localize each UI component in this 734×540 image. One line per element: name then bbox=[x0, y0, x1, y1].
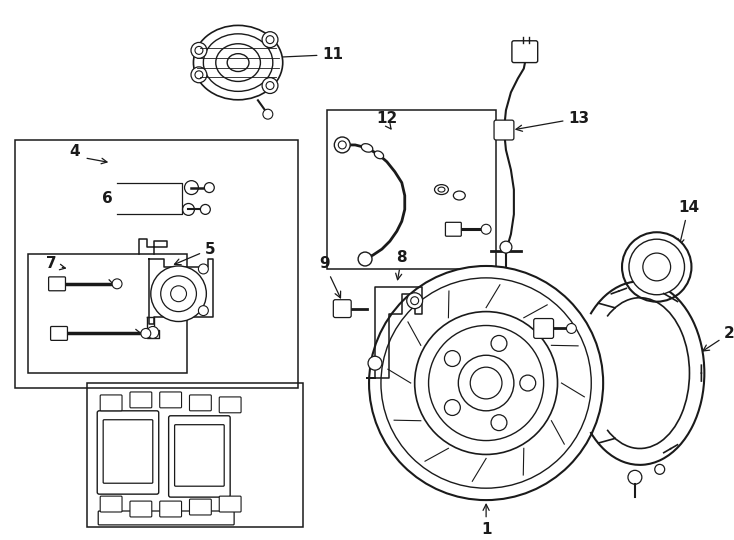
Circle shape bbox=[204, 183, 214, 193]
Circle shape bbox=[415, 312, 558, 455]
Bar bbox=[87, 383, 302, 527]
Circle shape bbox=[491, 335, 507, 352]
Ellipse shape bbox=[203, 34, 273, 91]
Bar bbox=[15, 140, 297, 388]
Circle shape bbox=[191, 43, 207, 58]
Circle shape bbox=[622, 232, 691, 302]
Circle shape bbox=[112, 279, 122, 289]
Ellipse shape bbox=[194, 25, 283, 100]
FancyBboxPatch shape bbox=[219, 496, 241, 512]
Circle shape bbox=[338, 141, 346, 149]
FancyBboxPatch shape bbox=[446, 222, 461, 236]
Circle shape bbox=[369, 266, 603, 500]
FancyBboxPatch shape bbox=[48, 277, 65, 291]
Text: 9: 9 bbox=[319, 256, 341, 298]
Circle shape bbox=[643, 253, 671, 281]
FancyBboxPatch shape bbox=[103, 420, 153, 483]
Text: 3: 3 bbox=[491, 321, 531, 336]
FancyBboxPatch shape bbox=[130, 501, 152, 517]
Text: 11: 11 bbox=[272, 47, 344, 62]
Text: 4: 4 bbox=[69, 144, 80, 159]
Circle shape bbox=[500, 241, 512, 253]
FancyBboxPatch shape bbox=[219, 397, 241, 413]
Circle shape bbox=[407, 293, 423, 309]
Circle shape bbox=[629, 239, 685, 295]
Circle shape bbox=[198, 264, 208, 274]
Circle shape bbox=[429, 326, 544, 441]
Circle shape bbox=[266, 36, 274, 44]
Circle shape bbox=[491, 415, 507, 430]
Ellipse shape bbox=[361, 144, 373, 152]
FancyBboxPatch shape bbox=[98, 511, 234, 525]
Ellipse shape bbox=[435, 185, 448, 194]
Text: 1: 1 bbox=[481, 504, 491, 537]
Circle shape bbox=[334, 137, 350, 153]
Circle shape bbox=[184, 181, 198, 194]
FancyBboxPatch shape bbox=[333, 300, 351, 318]
Circle shape bbox=[266, 82, 274, 90]
Circle shape bbox=[191, 67, 207, 83]
Circle shape bbox=[628, 470, 642, 484]
Circle shape bbox=[445, 350, 460, 367]
FancyBboxPatch shape bbox=[51, 327, 68, 340]
Text: 10: 10 bbox=[128, 422, 150, 437]
FancyBboxPatch shape bbox=[101, 395, 122, 411]
Ellipse shape bbox=[216, 44, 261, 82]
FancyBboxPatch shape bbox=[160, 392, 181, 408]
Text: 5: 5 bbox=[175, 241, 216, 265]
Ellipse shape bbox=[374, 151, 384, 159]
Text: 6: 6 bbox=[102, 191, 112, 206]
FancyBboxPatch shape bbox=[512, 41, 538, 63]
Ellipse shape bbox=[228, 53, 249, 71]
FancyBboxPatch shape bbox=[130, 392, 152, 408]
FancyBboxPatch shape bbox=[101, 496, 122, 512]
Ellipse shape bbox=[438, 187, 445, 192]
Circle shape bbox=[411, 296, 418, 305]
FancyBboxPatch shape bbox=[189, 395, 211, 411]
FancyBboxPatch shape bbox=[169, 416, 230, 497]
Bar bbox=[28, 254, 186, 373]
Circle shape bbox=[195, 46, 203, 55]
Circle shape bbox=[147, 327, 159, 339]
Text: 8: 8 bbox=[396, 249, 407, 280]
FancyBboxPatch shape bbox=[494, 120, 514, 140]
Circle shape bbox=[368, 356, 382, 370]
Text: 14: 14 bbox=[678, 200, 699, 245]
Circle shape bbox=[195, 71, 203, 79]
Circle shape bbox=[358, 252, 372, 266]
Text: 13: 13 bbox=[516, 111, 589, 131]
Circle shape bbox=[381, 278, 592, 488]
Circle shape bbox=[445, 400, 460, 415]
Circle shape bbox=[655, 464, 665, 474]
Text: 7: 7 bbox=[46, 256, 57, 272]
Circle shape bbox=[567, 323, 576, 333]
Circle shape bbox=[183, 204, 195, 215]
FancyBboxPatch shape bbox=[189, 499, 211, 515]
Circle shape bbox=[458, 355, 514, 411]
Circle shape bbox=[200, 205, 211, 214]
Text: 12: 12 bbox=[377, 111, 398, 126]
Circle shape bbox=[262, 78, 278, 93]
FancyBboxPatch shape bbox=[97, 411, 159, 494]
Circle shape bbox=[482, 224, 491, 234]
Bar bbox=[327, 110, 496, 269]
Circle shape bbox=[470, 367, 502, 399]
Circle shape bbox=[141, 328, 150, 339]
Circle shape bbox=[170, 286, 186, 302]
Text: 2: 2 bbox=[703, 326, 734, 351]
Circle shape bbox=[150, 266, 206, 321]
Ellipse shape bbox=[454, 191, 465, 200]
FancyBboxPatch shape bbox=[534, 319, 553, 339]
FancyBboxPatch shape bbox=[175, 424, 224, 486]
Circle shape bbox=[161, 276, 197, 312]
Circle shape bbox=[262, 32, 278, 48]
FancyBboxPatch shape bbox=[160, 501, 181, 517]
Circle shape bbox=[198, 306, 208, 315]
Circle shape bbox=[263, 109, 273, 119]
Circle shape bbox=[520, 375, 536, 391]
